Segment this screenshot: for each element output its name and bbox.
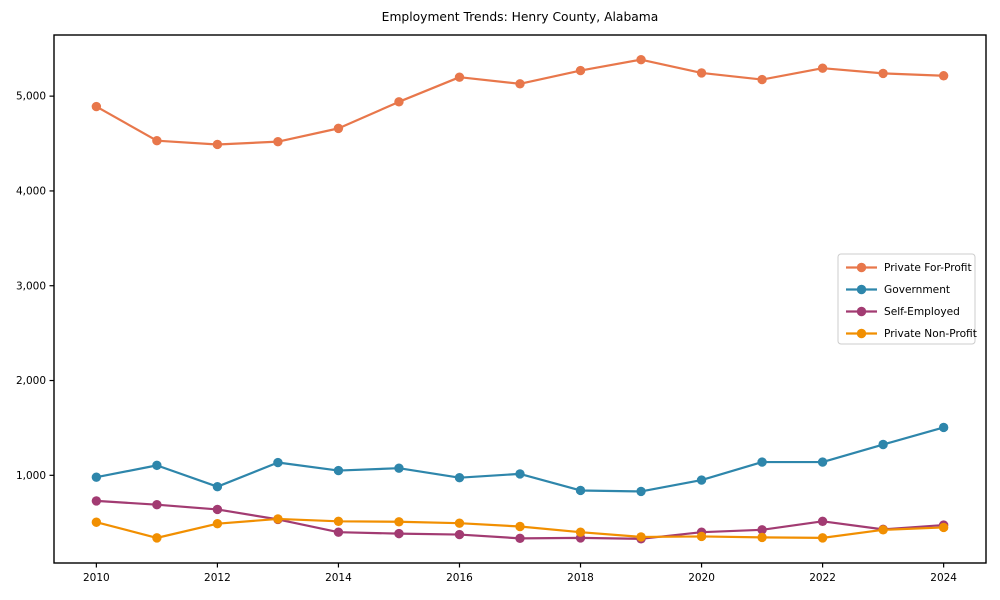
data-point-self-employed-2011 bbox=[152, 500, 162, 510]
y-tick-label: 3,000 bbox=[16, 280, 46, 292]
legend-item-private-non-profit: Private Non-Profit bbox=[846, 328, 977, 340]
data-point-self-employed-2012 bbox=[212, 504, 223, 515]
data-point-private-non-profit-2010 bbox=[91, 517, 102, 527]
legend-marker-swatch bbox=[856, 284, 867, 295]
data-point-private-for-profit-2021 bbox=[757, 74, 767, 85]
legend-label: Private Non-Profit bbox=[884, 328, 977, 340]
data-point-government-2021 bbox=[757, 457, 767, 467]
data-point-private-for-profit-2022 bbox=[817, 63, 828, 73]
legend: Private For-Profit Government Self-Employe… bbox=[837, 253, 977, 345]
data-point-private-non-profit-2016 bbox=[454, 518, 465, 528]
data-point-private-non-profit-2022 bbox=[817, 533, 828, 543]
data-point-private-for-profit-2017 bbox=[515, 79, 525, 89]
x-tick-label: 2016 bbox=[446, 572, 473, 584]
data-point-private-non-profit-2018 bbox=[575, 527, 586, 537]
data-point-government-2019 bbox=[636, 486, 646, 497]
data-point-government-2014 bbox=[333, 465, 344, 476]
data-point-private-non-profit-2017 bbox=[515, 521, 525, 532]
data-point-government-2018 bbox=[575, 485, 586, 496]
data-point-private-for-profit-2011 bbox=[152, 135, 162, 146]
data-point-private-for-profit-2019 bbox=[636, 54, 646, 65]
x-tick-label: 2018 bbox=[567, 572, 594, 584]
legend-marker-swatch bbox=[856, 306, 867, 317]
data-point-self-employed-2016 bbox=[454, 529, 465, 540]
data-point-private-for-profit-2012 bbox=[212, 139, 223, 150]
series-private-non-profit bbox=[91, 514, 949, 543]
data-point-private-for-profit-2013 bbox=[273, 136, 283, 147]
data-point-private-for-profit-2014 bbox=[333, 123, 344, 134]
data-point-private-non-profit-2020 bbox=[696, 531, 707, 542]
legend-label: Private For-Profit bbox=[884, 262, 972, 274]
y-tick-label: 2,000 bbox=[16, 375, 46, 387]
data-point-private-non-profit-2015 bbox=[394, 517, 404, 527]
series-government bbox=[91, 422, 949, 497]
data-point-private-non-profit-2013 bbox=[273, 514, 283, 524]
legend-item-private-for-profit: Private For-Profit bbox=[846, 262, 972, 274]
data-point-government-2024 bbox=[938, 422, 949, 433]
legend-item-self-employed: Self-Employed bbox=[846, 306, 960, 318]
data-point-private-for-profit-2015 bbox=[394, 97, 404, 107]
data-point-private-for-profit-2010 bbox=[91, 101, 102, 112]
series-line-private-for-profit bbox=[95, 58, 945, 146]
x-tick-label: 2024 bbox=[930, 572, 957, 584]
legend-box bbox=[837, 253, 976, 345]
data-point-government-2020 bbox=[696, 475, 707, 485]
data-point-private-for-profit-2023 bbox=[878, 68, 888, 79]
legend-label: Self-Employed bbox=[884, 306, 960, 318]
legend-label: Government bbox=[884, 284, 950, 296]
data-point-private-for-profit-2020 bbox=[696, 68, 707, 78]
legend-marker-swatch bbox=[856, 262, 867, 273]
data-point-government-2013 bbox=[273, 457, 283, 468]
data-point-private-non-profit-2011 bbox=[152, 533, 162, 543]
data-point-government-2010 bbox=[91, 472, 102, 482]
data-point-self-employed-2014 bbox=[333, 527, 344, 537]
data-point-private-for-profit-2018 bbox=[575, 65, 586, 76]
x-tick-label: 2014 bbox=[325, 572, 352, 584]
data-point-self-employed-2015 bbox=[394, 528, 404, 539]
series-line-self-employed bbox=[95, 499, 945, 540]
data-point-government-2015 bbox=[394, 463, 404, 473]
legend-item-government: Government bbox=[846, 284, 950, 296]
data-point-government-2017 bbox=[515, 469, 525, 479]
y-tick-label: 5,000 bbox=[16, 91, 46, 103]
data-point-self-employed-2010 bbox=[91, 496, 102, 506]
data-point-government-2011 bbox=[152, 460, 162, 471]
data-point-government-2016 bbox=[454, 472, 465, 483]
plot-area bbox=[53, 34, 987, 564]
x-tick-label: 2020 bbox=[688, 572, 715, 584]
data-point-private-non-profit-2019 bbox=[636, 532, 646, 542]
data-point-private-non-profit-2012 bbox=[212, 518, 223, 529]
series-line-government bbox=[95, 426, 945, 493]
x-tick-label: 2012 bbox=[204, 572, 231, 584]
data-point-self-employed-2021 bbox=[757, 525, 767, 535]
series-private-for-profit bbox=[91, 54, 949, 150]
x-tick-label: 2010 bbox=[83, 572, 110, 584]
legend-marker-swatch bbox=[856, 328, 867, 339]
data-point-private-non-profit-2021 bbox=[757, 532, 767, 543]
chart-title: Employment Trends: Henry County, Alabama bbox=[382, 10, 659, 24]
data-point-private-for-profit-2016 bbox=[454, 72, 465, 82]
data-point-self-employed-2022 bbox=[817, 516, 828, 526]
y-tick-label: 4,000 bbox=[16, 186, 46, 198]
x-tick-label: 2022 bbox=[809, 572, 836, 584]
y-tick-label: 1,000 bbox=[16, 470, 46, 482]
data-point-private-non-profit-2014 bbox=[333, 516, 344, 526]
data-point-government-2012 bbox=[212, 481, 223, 492]
data-point-government-2022 bbox=[817, 457, 828, 467]
data-point-private-non-profit-2023 bbox=[878, 525, 888, 535]
data-point-private-non-profit-2024 bbox=[938, 522, 949, 533]
data-point-private-for-profit-2024 bbox=[938, 71, 949, 81]
data-point-government-2023 bbox=[878, 439, 888, 450]
data-point-self-employed-2017 bbox=[515, 533, 525, 544]
